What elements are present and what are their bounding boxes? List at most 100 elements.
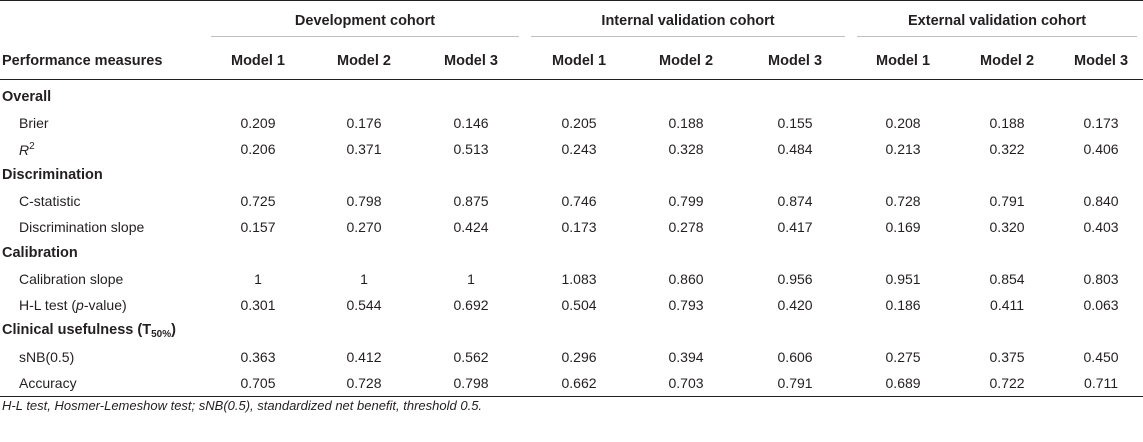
- table-cell: 0.243: [561, 141, 597, 157]
- table-cell: 0.063: [1083, 297, 1119, 313]
- table-cell: 0.450: [1083, 349, 1119, 365]
- table-cell: 0.689: [851, 370, 956, 397]
- table-row: Accuracy 0.705 0.728 0.798 0.662 0.703 0.791 0…: [0, 370, 1143, 397]
- table-cell: 0.874: [777, 193, 813, 209]
- table-cell: 0.157: [240, 219, 276, 235]
- table-cell: 0.662: [525, 370, 634, 397]
- column-header-model: Model 1: [205, 43, 311, 80]
- table-row: R2 0.206 0.371 0.513 0.243 0.328 0.484 0.213 0.…: [0, 136, 1143, 162]
- table-cell: 0.301: [240, 297, 276, 313]
- table-cell: 0.296: [561, 349, 597, 365]
- table-cell: 0.484: [777, 141, 813, 157]
- table-cell: 0.840: [1083, 193, 1119, 209]
- table-cell: 0.275: [885, 349, 921, 365]
- row-label: Accuracy: [0, 370, 205, 397]
- table-cell: 0.188: [668, 115, 704, 131]
- table-cell: 0.371: [346, 141, 382, 157]
- table-cell: 0.562: [453, 349, 489, 365]
- performance-table: Development cohort Internal validation c…: [0, 0, 1143, 397]
- table-cell: 0.860: [668, 271, 704, 287]
- table-cell: 0.417: [777, 219, 813, 235]
- column-header-model: Model 1: [851, 43, 956, 80]
- table-cell: 0.213: [885, 141, 921, 157]
- table-row: C-statistic 0.725 0.798 0.875 0.746 0.799 0.8…: [0, 188, 1143, 214]
- group-header-internal-validation: Internal validation cohort: [525, 0, 852, 43]
- row-label: H-L test (p-value): [19, 297, 127, 313]
- table-cell: 0.406: [1083, 141, 1119, 157]
- section-clinical-usefulness: Clinical usefulness (T50%): [2, 322, 176, 340]
- table-cell: 0.328: [668, 141, 704, 157]
- row-label: Brier: [19, 115, 49, 131]
- header-group-row: Development cohort Internal validation c…: [0, 0, 1143, 43]
- table-cell: 0.420: [777, 297, 813, 313]
- table-cell: 0.703: [633, 370, 740, 397]
- table-cell: 0.803: [1083, 271, 1119, 287]
- table-cell: 0.705: [205, 370, 311, 397]
- row-label: C-statistic: [19, 193, 81, 209]
- table-cell: 0.363: [240, 349, 276, 365]
- table-cell: 0.270: [346, 219, 382, 235]
- table-cell: 1: [254, 271, 262, 287]
- table-cell: 0.799: [668, 193, 704, 209]
- table-cell: 0.798: [417, 370, 526, 397]
- table-cell: 0.188: [989, 115, 1025, 131]
- section-overall: Overall: [2, 89, 52, 105]
- table-cell: 0.209: [240, 115, 276, 131]
- table-cell: 0.692: [453, 297, 489, 313]
- column-header-model: Model 3: [739, 43, 852, 80]
- column-header-model: Model 3: [1059, 43, 1143, 80]
- table-cell: 0.424: [453, 219, 489, 235]
- table-cell: 0.208: [885, 115, 921, 131]
- table-cell: 0.791: [739, 370, 852, 397]
- section-discrimination: Discrimination: [2, 167, 103, 183]
- table-cell: 0.793: [668, 297, 704, 313]
- column-header-model: Model 2: [633, 43, 740, 80]
- table-cell: 0.411: [990, 297, 1025, 313]
- table-row: H-L test (p-value) 0.301 0.544 0.692 0.504 0…: [0, 292, 1143, 318]
- table-cell: 0.412: [346, 349, 382, 365]
- table-cell: 0.728: [311, 370, 417, 397]
- column-header-model: Model 2: [955, 43, 1060, 80]
- table-cell: 0.798: [346, 193, 382, 209]
- table-cell: 0.544: [346, 297, 382, 313]
- table-cell: 0.205: [561, 115, 597, 131]
- table-cell: 0.173: [561, 219, 597, 235]
- table-row: Calibration slope 1 1 1 1.083 0.860 0.956 0.95…: [0, 266, 1143, 292]
- table-cell: 0.169: [885, 219, 921, 235]
- section-calibration: Calibration: [2, 245, 78, 261]
- table-cell: 0.725: [240, 193, 276, 209]
- table-cell: 0.186: [885, 297, 921, 313]
- row-label: Calibration slope: [19, 271, 124, 287]
- table-cell: 0.854: [989, 271, 1025, 287]
- table-cell: 0.320: [989, 219, 1025, 235]
- table-cell: 0.875: [453, 193, 489, 209]
- column-header-model: Model 3: [417, 43, 526, 80]
- table-cell: 1.083: [561, 271, 597, 287]
- table-cell: 0.176: [346, 115, 382, 131]
- table-cell: 0.146: [453, 115, 489, 131]
- row-label: Discrimination slope: [19, 219, 145, 235]
- group-header-external-validation: External validation cohort: [851, 0, 1143, 43]
- table-cell: 0.711: [1059, 370, 1143, 397]
- table-cell: 0.278: [668, 219, 704, 235]
- table-cell: 0.504: [561, 297, 597, 313]
- table-row: Discrimination slope 0.157 0.270 0.424 0.17…: [0, 214, 1143, 240]
- table-cell: 0.956: [777, 271, 813, 287]
- row-label: R2: [19, 140, 35, 158]
- table-cell: 0.791: [989, 193, 1025, 209]
- table-cell: 0.722: [955, 370, 1060, 397]
- table-cell: 0.606: [777, 349, 813, 365]
- table-footnote: H-L test, Hosmer-Lemeshow test; sNB(0.5)…: [2, 398, 483, 413]
- table-row: sNB(0.5) 0.363 0.412 0.562 0.296 0.394 0.606 0…: [0, 344, 1143, 370]
- table-cell: 1: [360, 271, 368, 287]
- table-row: Brier 0.209 0.176 0.146 0.205 0.188 0.155 0.20…: [0, 110, 1143, 136]
- table-cell: 0.375: [989, 349, 1025, 365]
- group-header-development: Development cohort: [205, 0, 526, 43]
- column-header-model: Model 1: [525, 43, 634, 80]
- table-cell: 0.746: [561, 193, 597, 209]
- table-cell: 0.206: [240, 141, 276, 157]
- row-label: sNB(0.5): [19, 349, 75, 365]
- table-cell: 1: [467, 271, 475, 287]
- table-cell: 0.951: [885, 271, 921, 287]
